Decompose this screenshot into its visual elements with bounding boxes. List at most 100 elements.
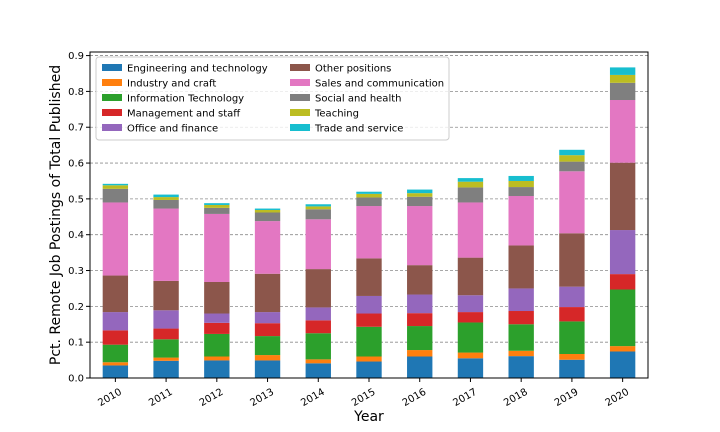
bar-segment xyxy=(508,196,534,246)
bar-segment xyxy=(153,339,179,358)
bar-segment xyxy=(559,359,585,378)
y-axis-title: Pct. Remote Job Postings of Total Publis… xyxy=(48,65,64,365)
bar-segment xyxy=(305,363,331,378)
bar-segment xyxy=(559,307,585,322)
bar-segment xyxy=(254,221,281,274)
bar-segment xyxy=(153,197,179,200)
bar-segment xyxy=(102,183,129,186)
bar-segment xyxy=(102,275,129,313)
bar-segment xyxy=(457,187,484,203)
bar-segment xyxy=(102,188,129,203)
bar-segment xyxy=(559,233,585,287)
bar-segment xyxy=(609,274,636,290)
bar-segment xyxy=(407,196,433,207)
bar-segment xyxy=(102,362,129,366)
bar-segment xyxy=(457,312,484,323)
bar-segment xyxy=(457,181,484,188)
x-axis-title: Year xyxy=(353,409,384,425)
bar-segment xyxy=(508,356,534,378)
y-tick-label: 0.0 xyxy=(68,374,84,385)
bar-segment xyxy=(305,219,331,270)
bar-segment xyxy=(407,193,433,197)
bar-segment xyxy=(153,208,179,281)
bar-segment xyxy=(559,171,585,234)
legend-label: Engineering and technology xyxy=(127,64,268,75)
bar-segment xyxy=(559,149,585,156)
bar-segment xyxy=(305,333,331,360)
legend-swatch xyxy=(290,64,310,71)
legend-label: Teaching xyxy=(314,109,359,120)
bar-segment xyxy=(508,311,534,325)
bar-segment xyxy=(204,356,230,361)
bar-segment xyxy=(204,360,230,378)
bar-segment xyxy=(254,336,281,356)
bar-segment xyxy=(204,281,230,314)
bar-segment xyxy=(153,194,179,198)
bar-segment xyxy=(204,322,230,334)
legend-label: Management and staff xyxy=(127,109,241,120)
bar-segment xyxy=(305,204,331,207)
y-tick-label: 0.2 xyxy=(68,302,84,313)
bar-segment xyxy=(102,365,129,378)
y-tick-label: 0.9 xyxy=(68,51,84,62)
bar-segment xyxy=(609,162,636,231)
bar-segment xyxy=(356,258,382,296)
bar-segment xyxy=(204,333,230,357)
bar-segment xyxy=(356,197,382,207)
y-tick-label: 0.8 xyxy=(68,87,84,98)
bar-segment xyxy=(254,273,281,313)
bar-segment xyxy=(254,323,281,337)
bar-segment xyxy=(305,359,331,364)
legend-swatch xyxy=(102,79,122,86)
gridlines xyxy=(90,55,648,343)
bar-segment xyxy=(508,288,534,312)
bar-segment xyxy=(305,206,331,210)
bar-segment xyxy=(609,289,636,347)
bar-segment xyxy=(204,207,230,214)
bar-segment xyxy=(457,322,484,353)
bar-segment xyxy=(305,320,331,334)
bar-segment xyxy=(204,203,230,205)
bar-segment xyxy=(356,193,382,198)
legend-swatch xyxy=(290,124,310,131)
bar-segment xyxy=(609,230,636,275)
bar-segment xyxy=(102,202,129,276)
bar-segment xyxy=(254,312,281,324)
bar-segment xyxy=(508,187,534,197)
bar-segment xyxy=(609,100,636,163)
bar-segment xyxy=(457,352,484,359)
bar-segment xyxy=(508,175,534,181)
y-tick-label: 0.1 xyxy=(68,338,84,349)
bar-segment xyxy=(153,360,179,378)
bar-segment xyxy=(407,326,433,351)
bar-segment xyxy=(356,295,382,314)
legend-swatch xyxy=(102,94,122,101)
legend-label: Industry and craft xyxy=(127,79,216,90)
bar-segment xyxy=(153,310,179,329)
y-axis: 0.0 0.1 0.2 0.3 0.4 0.5 0.6 0.7 0.8 0.9 xyxy=(68,51,90,385)
legend-box xyxy=(95,56,450,141)
bar-segment xyxy=(254,360,281,378)
legend-swatch xyxy=(290,79,310,86)
y-tick-label: 0.3 xyxy=(68,266,84,277)
bar-segment xyxy=(559,161,585,172)
bar-segment xyxy=(508,180,534,188)
bar-segment xyxy=(102,330,129,345)
bar-segment xyxy=(102,344,129,363)
bar-segment xyxy=(407,265,433,295)
legend-swatch xyxy=(102,109,122,116)
bar-segment xyxy=(457,257,484,296)
bar-segment xyxy=(153,199,179,209)
bar-segment xyxy=(305,307,331,321)
legend-swatch xyxy=(290,94,310,101)
legend-swatch xyxy=(102,124,122,131)
bar-segment xyxy=(457,358,484,378)
legend-swatch xyxy=(290,109,310,116)
bar-segment xyxy=(102,312,129,331)
bar-segment xyxy=(609,74,636,83)
bar-segment xyxy=(407,294,433,314)
bar-segment xyxy=(609,346,636,352)
bar-segment xyxy=(407,350,433,357)
bar-segment xyxy=(356,191,382,194)
legend-swatch xyxy=(102,64,122,71)
